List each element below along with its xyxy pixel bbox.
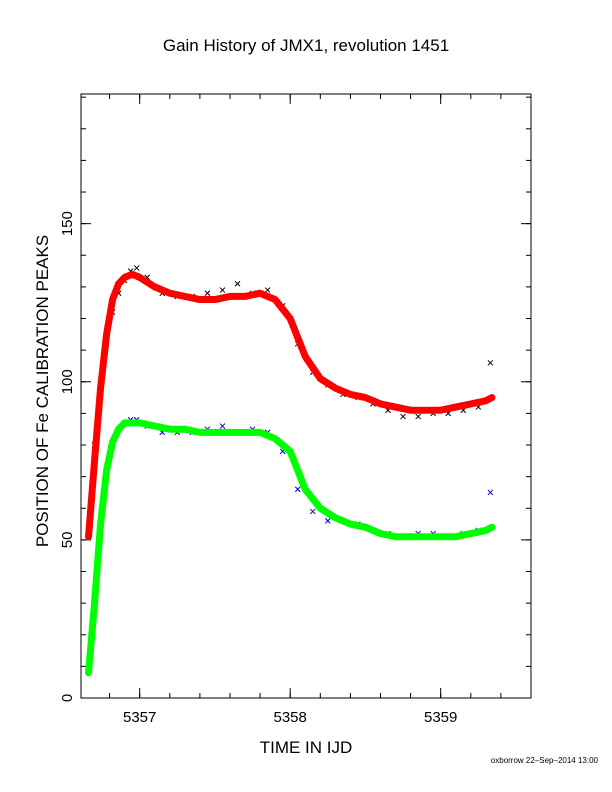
axes: 5357 5358 5359 0 50 100 150 (59, 94, 532, 726)
x-tick-label: 5359 (424, 709, 457, 726)
y-tick-label: 150 (59, 211, 76, 236)
data-point (294, 486, 301, 493)
data-point (133, 265, 140, 271)
fit-line (85, 419, 496, 677)
chart-title: Gain History of JMX1, revolution 1451 (162, 36, 450, 55)
fit-line (85, 270, 496, 541)
data-point (234, 280, 241, 287)
data-point (204, 290, 211, 297)
footer-note: oxborrow 22–Sep–2014 13:00 (490, 756, 598, 765)
series-4 (85, 419, 496, 677)
y-tick-label: 0 (59, 694, 76, 702)
plot-frame (80, 93, 532, 699)
data-point (415, 413, 421, 420)
data-point (487, 489, 494, 496)
data-point (400, 413, 406, 420)
series-1 (85, 265, 494, 537)
data-point (219, 423, 226, 429)
x-axis-label: TIME IN IJD (260, 738, 353, 757)
data-point (324, 518, 331, 524)
y-tick-label: 50 (59, 532, 76, 549)
y-axis-label: POSITION OF Fe CALIBRATION PEAKS (33, 235, 52, 547)
series-2 (85, 270, 496, 541)
data-point (264, 287, 271, 293)
data-point (309, 508, 316, 515)
chart-marks (85, 265, 496, 677)
x-tick-label: 5357 (123, 709, 156, 726)
y-tick-label: 100 (59, 369, 76, 394)
data-point (487, 359, 494, 366)
data-point (219, 287, 226, 293)
x-tick-label: 5358 (274, 709, 307, 726)
